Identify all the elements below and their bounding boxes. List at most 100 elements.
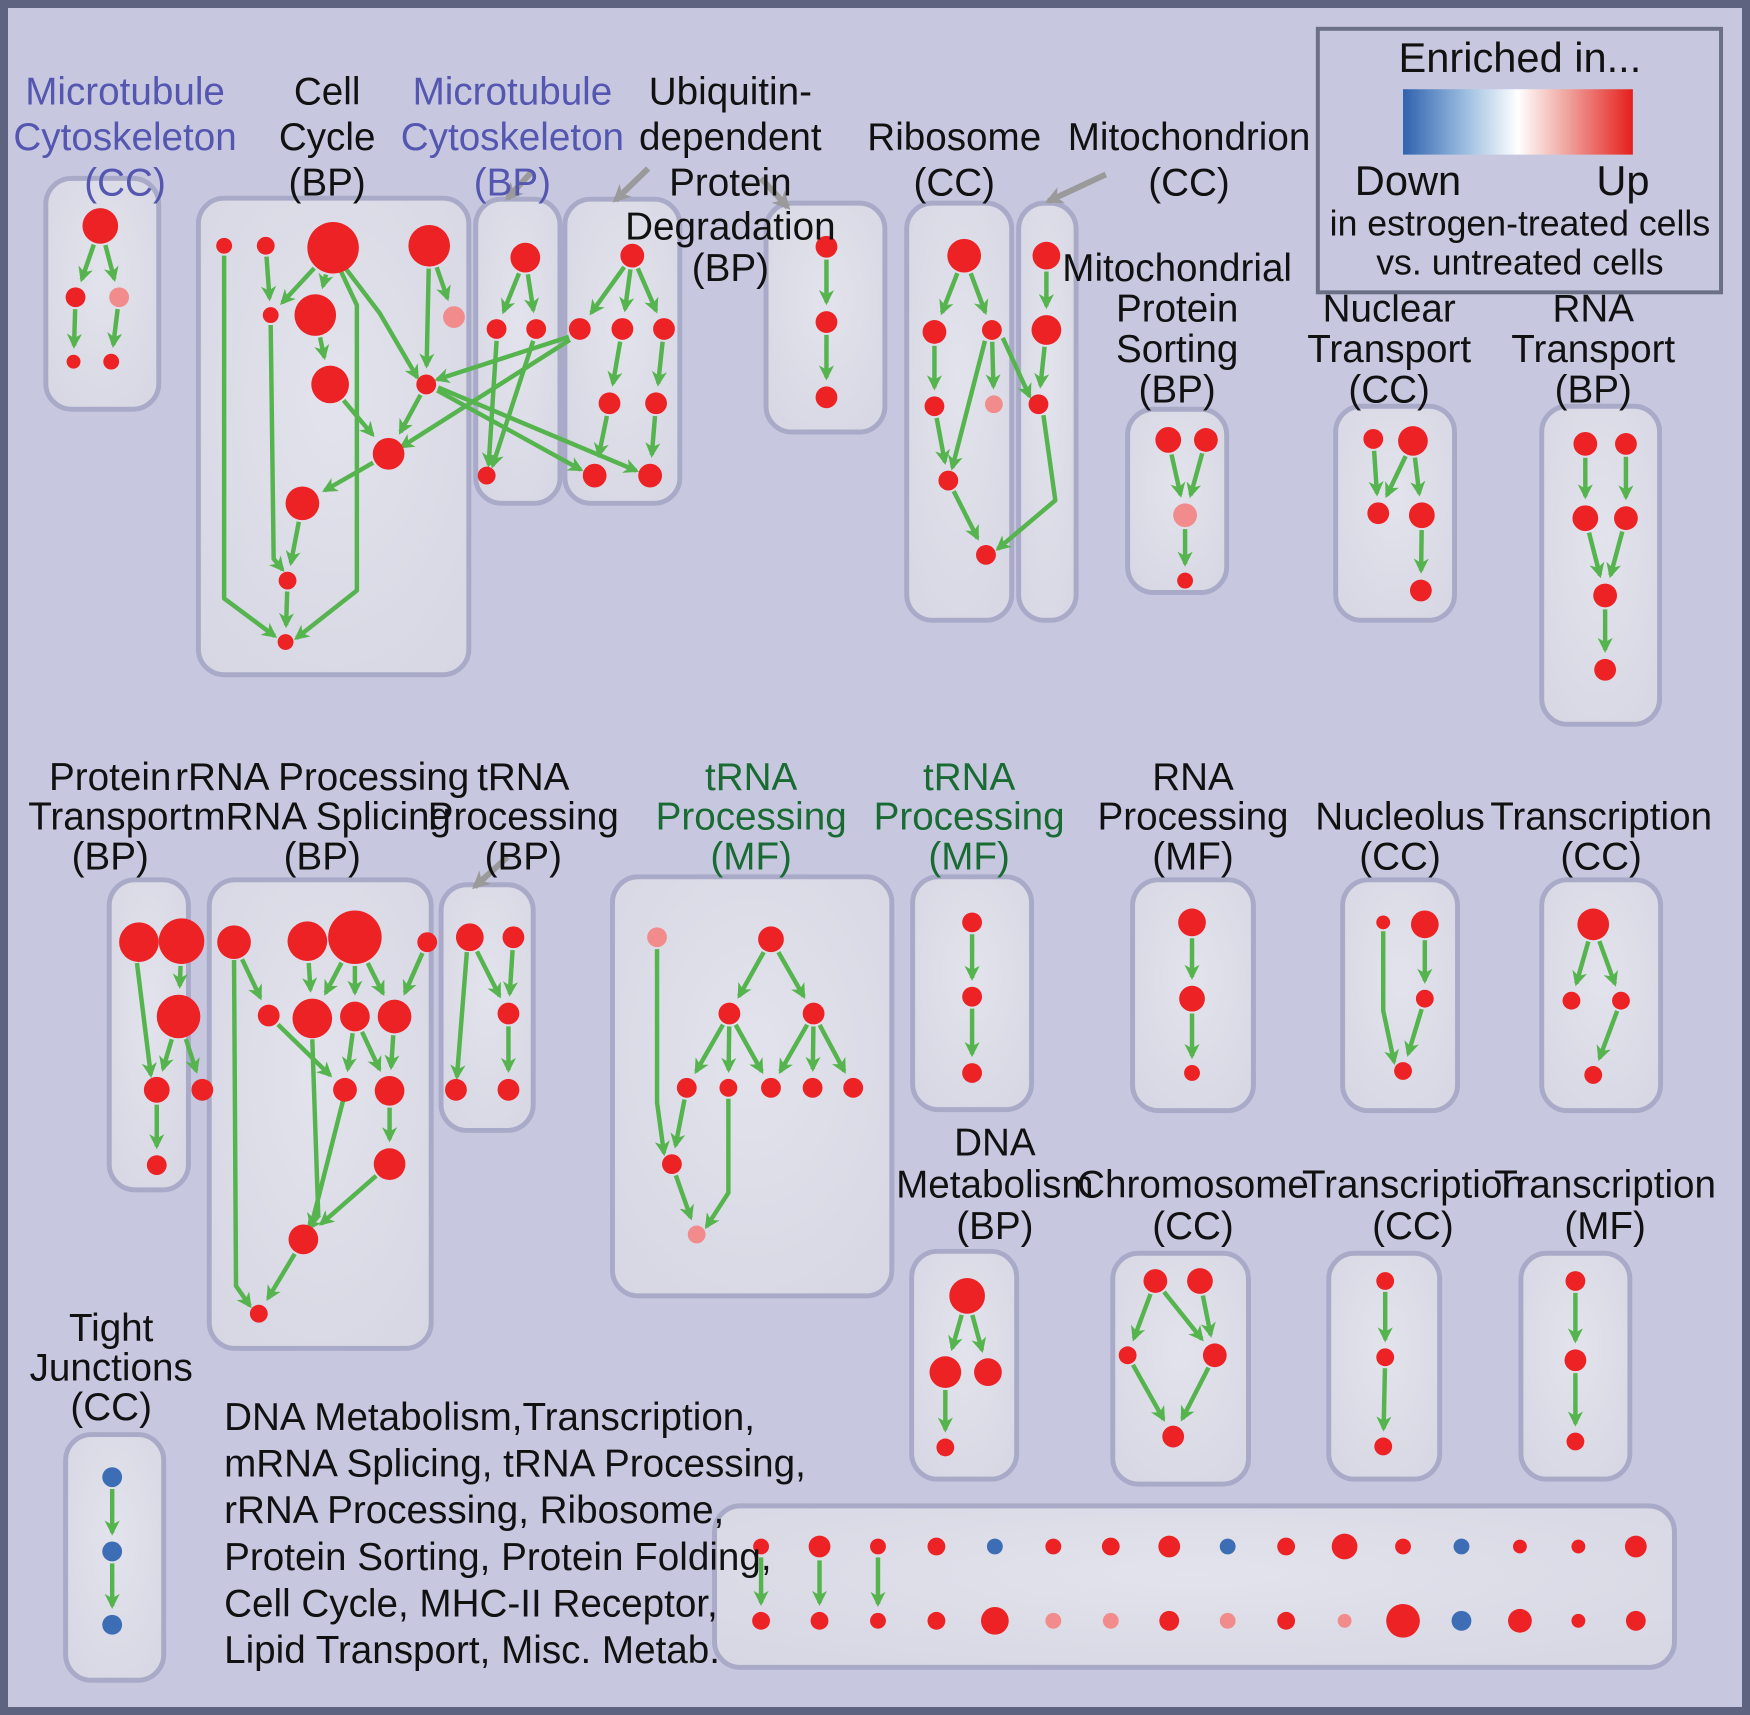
- go-term-node: [1573, 432, 1598, 456]
- go-term-node: [1277, 1611, 1296, 1630]
- edge-arrow: [66, 309, 82, 349]
- go-term-node: [66, 354, 81, 369]
- go-term-node: [103, 353, 120, 370]
- edge-arrow: [240, 958, 263, 1001]
- go-term-node: [611, 318, 634, 340]
- go-term-node: [249, 1304, 268, 1323]
- edge-arrow: [159, 1038, 174, 1072]
- go-term-node: [1331, 1533, 1358, 1560]
- go-term-node: [191, 1078, 214, 1101]
- go-term-node: [1453, 1538, 1470, 1555]
- go-term-node: [292, 998, 333, 1039]
- edge-arrow: [619, 269, 635, 313]
- cluster-box-transcription-cc-1: [1539, 877, 1664, 1114]
- go-term-node: [288, 1224, 319, 1255]
- go-term-node: [1398, 426, 1428, 456]
- legend-subtitle-line: vs. untreated cells: [1376, 242, 1663, 282]
- go-term-node: [1571, 1539, 1586, 1554]
- cluster-label-line: tRNA: [477, 756, 570, 799]
- edge-arrow: [704, 1098, 731, 1230]
- cluster-label-line: (BP): [1555, 369, 1632, 412]
- cluster-label-line: tRNA: [705, 756, 798, 799]
- go-term-node: [843, 1077, 864, 1098]
- misc-terms-label-line: Lipid Transport, Misc. Metab.: [224, 1629, 720, 1672]
- cluster-label-line: (CC): [913, 162, 995, 205]
- misc-terms-label-line: rRNA Processing, Ribosome,: [224, 1489, 724, 1532]
- go-term-node: [294, 294, 337, 336]
- go-term-node: [416, 374, 437, 395]
- go-term-node: [620, 243, 645, 268]
- go-term-node: [102, 1541, 123, 1562]
- go-term-node: [102, 1614, 123, 1635]
- go-term-node: [1219, 1538, 1236, 1555]
- cluster-label-line: dependent: [639, 116, 822, 159]
- edge-arrow: [654, 949, 670, 1157]
- go-term-node: [815, 235, 838, 258]
- go-term-node: [984, 395, 1003, 414]
- edge-arrow: [384, 1035, 400, 1071]
- go-term-node: [502, 926, 525, 949]
- cluster-label-line: tRNA: [923, 756, 1016, 799]
- cluster-label-line: (BP): [474, 162, 551, 205]
- cluster-label-line: DNA: [954, 1122, 1036, 1165]
- edge-arrow: [939, 272, 960, 316]
- go-term-node: [753, 1538, 769, 1555]
- go-term-node: [277, 634, 294, 650]
- go-term-node: [1571, 1613, 1586, 1628]
- edge-arrow: [365, 961, 385, 997]
- misc-terms-label-line: Cell Cycle, MHC-II Receptor,: [224, 1582, 718, 1625]
- go-term-node: [1162, 1425, 1185, 1448]
- edge-arrow: [970, 1314, 987, 1354]
- go-term-node: [1594, 658, 1617, 681]
- go-term-node: [373, 1148, 406, 1180]
- cluster-label-line: (BP): [289, 162, 366, 205]
- cross-cluster-edge-arrow: [398, 337, 572, 449]
- go-term-node: [927, 1611, 946, 1630]
- edge-arrow: [172, 965, 188, 989]
- edge-arrow: [1380, 931, 1400, 1066]
- go-term-node: [328, 910, 382, 964]
- cluster-label-line: Nuclear: [1323, 288, 1456, 331]
- go-term-node: [1409, 579, 1432, 602]
- go-term-node: [1031, 315, 1062, 345]
- go-term-node: [974, 1358, 1002, 1387]
- misc-terms-label-line: mRNA Splicing, tRNA Processing,: [224, 1443, 806, 1486]
- edge-arrow: [934, 417, 951, 466]
- go-term-node: [497, 1078, 520, 1101]
- label-pointer-arrow: [612, 166, 651, 203]
- edge-arrow: [1368, 450, 1384, 497]
- edge-arrow: [1586, 532, 1605, 579]
- cross-cluster-edge-arrow: [995, 414, 1058, 551]
- cluster-label-line: Cell: [294, 71, 361, 114]
- cross-cluster-edge-arrow: [434, 334, 570, 383]
- edge-arrow: [268, 324, 285, 573]
- label-pointer-arrow: [472, 854, 510, 890]
- cluster-label-line: Sorting: [1116, 328, 1238, 371]
- edge-arrow: [1131, 1363, 1166, 1422]
- edge-arrow: [635, 267, 659, 314]
- go-term-node: [815, 386, 838, 409]
- edge-arrow: [501, 272, 522, 315]
- edge-arrow: [951, 490, 980, 541]
- go-term-node: [962, 1063, 982, 1083]
- go-term-node: [1625, 1610, 1646, 1631]
- go-term-node: [307, 221, 359, 274]
- go-term-node: [962, 986, 982, 1007]
- legend-subtitle-line: in estrogen-treated cells: [1330, 204, 1711, 244]
- go-enrichment-network-figure: MicrotubuleCytoskeleton(CC)CellCycle(BP)…: [13, 26, 1724, 1683]
- go-term-node: [443, 306, 465, 328]
- label-pointer-arrow: [758, 176, 791, 210]
- go-term-node: [408, 224, 451, 267]
- edge-arrow: [183, 1038, 200, 1074]
- cluster-label-line: Processing: [656, 796, 847, 839]
- edge-arrow: [280, 266, 316, 305]
- cluster-label-line: Transcription: [1302, 1163, 1524, 1206]
- edge-arrow: [776, 951, 806, 999]
- edge-arrow: [733, 1023, 764, 1075]
- go-term-node: [1363, 429, 1384, 449]
- edge-arrow: [489, 340, 536, 469]
- edge-arrow: [221, 255, 278, 638]
- cluster-label-line: Microtubule: [413, 71, 613, 114]
- cluster-label-line: Tight: [69, 1307, 154, 1350]
- edge-arrow: [524, 273, 540, 314]
